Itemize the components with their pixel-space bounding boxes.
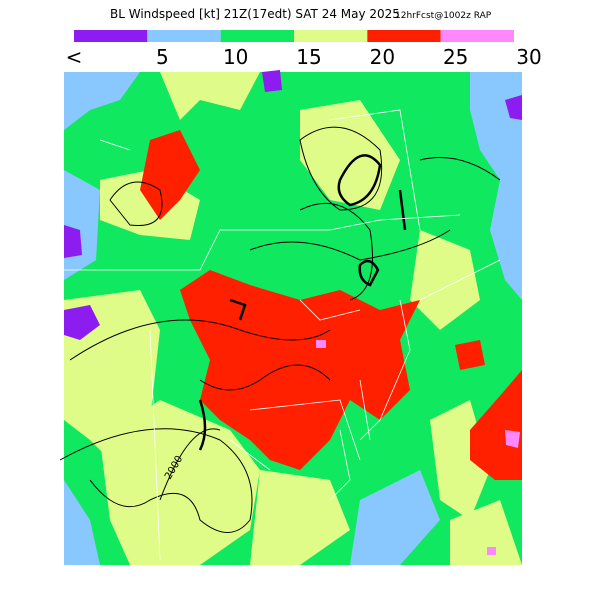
colorbar-swatch [294, 30, 368, 42]
colorbar-label: < [66, 45, 83, 69]
colorbar-label: 10 [223, 45, 248, 69]
map-subtitle: 12hrFcst@1002z RAP [395, 11, 492, 21]
blue-region [64, 72, 522, 565]
colorbar-swatch [367, 30, 441, 42]
colorbar-label: 20 [370, 45, 395, 69]
borders [64, 109, 501, 561]
colorbar-swatch [440, 30, 514, 42]
map-field: 2000 [59, 70, 522, 565]
colorbar: <5 10 15 20 25 30 [66, 30, 542, 69]
red-region [140, 130, 522, 480]
thick-contours [198, 154, 407, 451]
contour-lines [59, 126, 501, 533]
colorbar-label: 30 [516, 45, 541, 69]
colorbar-swatch [220, 30, 294, 42]
map-title: BL Windspeed [kt] 21Z(17edt) SAT 24 May … [110, 7, 400, 21]
colorbar-swatch [74, 30, 148, 42]
colorbar-label: 5 [156, 45, 169, 69]
colorbar-swatch [147, 30, 221, 42]
colorbar-label: 15 [296, 45, 321, 69]
colorbar-label: 25 [443, 45, 468, 69]
